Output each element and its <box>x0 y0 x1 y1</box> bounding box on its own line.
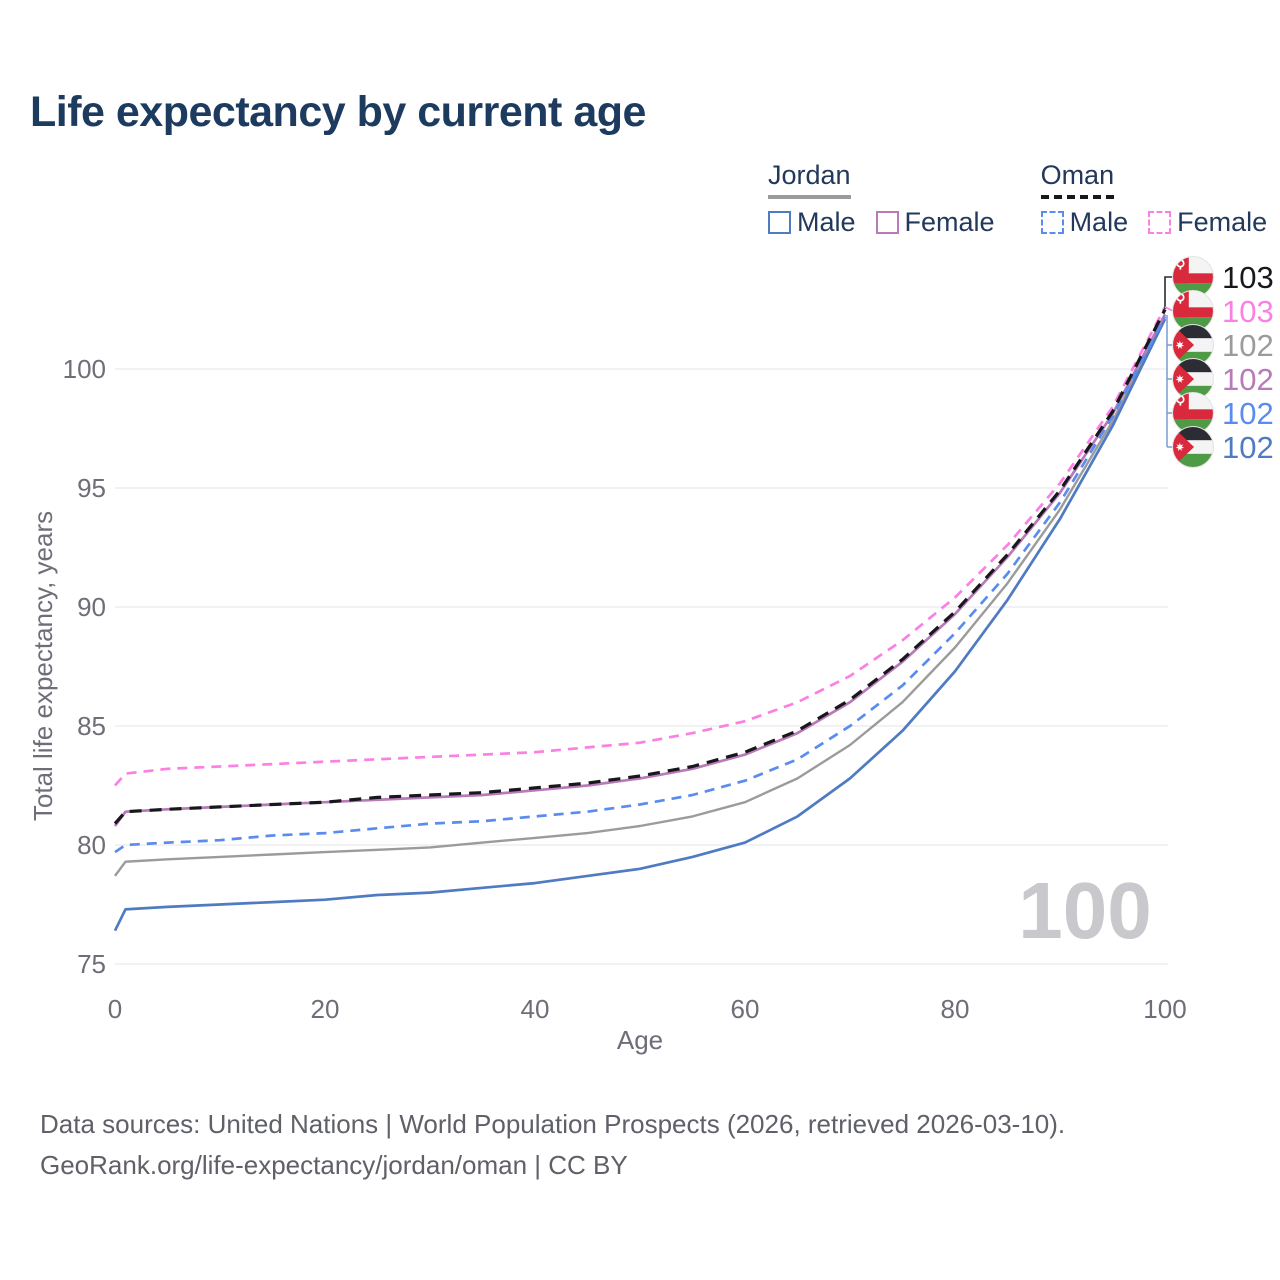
page-title: Life expectancy by current age <box>30 88 646 136</box>
end-label-row: 102 <box>1172 426 1274 468</box>
y-axis-ticks: 75 80 85 90 95 100 <box>63 354 106 979</box>
legend-item-label: Male <box>1069 207 1129 237</box>
y-tick-label: 100 <box>63 354 106 384</box>
jordan-flag-icon <box>1172 426 1214 468</box>
leader-lines <box>1164 276 1174 448</box>
legend-group-jordan: Jordan Male Female <box>768 160 995 238</box>
series-line-oman-female <box>113 306 1167 787</box>
end-label-row: 102 <box>1172 392 1274 434</box>
legend-item-jordan-male[interactable]: Male <box>768 207 856 238</box>
legend-item-jordan-female[interactable]: Female <box>875 207 995 238</box>
end-labels: 103 103 102 <box>1172 256 1274 468</box>
footer-sources: Data sources: United Nations | World Pop… <box>40 1109 1066 1139</box>
end-label-value: 102 <box>1222 429 1274 465</box>
end-label-row: 103 <box>1172 256 1274 298</box>
x-tick-label: 60 <box>731 994 760 1024</box>
x-axis-title: Age <box>617 1025 663 1055</box>
legend-country-jordan[interactable]: Jordan <box>768 160 851 199</box>
end-label-row: 102 <box>1172 324 1274 366</box>
jordan-male-swatch-icon <box>768 211 791 234</box>
end-label-row: 102 <box>1172 358 1274 400</box>
leader-line-pink <box>1164 306 1174 312</box>
leader-line-black <box>1164 276 1173 309</box>
legend-item-oman-female[interactable]: Female <box>1148 207 1267 238</box>
end-label-value: 102 <box>1222 327 1274 363</box>
legend-item-label: Female <box>1177 207 1268 237</box>
series-line-oman-all <box>113 308 1167 825</box>
leader-line-blue <box>1166 315 1173 448</box>
legend-row-oman: Male Female <box>1040 207 1267 238</box>
legend-item-label: Male <box>797 207 856 237</box>
end-label-value: 102 <box>1222 395 1274 431</box>
y-axis-title: Total life expectancy, years <box>28 511 58 821</box>
series-lines <box>113 306 1167 932</box>
x-axis-ticks: 0 20 40 60 80 100 <box>108 994 1187 1024</box>
legend: Jordan Male Female Oman Male <box>768 160 1267 238</box>
oman-male-swatch-icon <box>1040 211 1064 234</box>
jordan-flag-icon <box>1172 324 1214 366</box>
x-tick-label: 100 <box>1143 994 1186 1024</box>
legend-item-oman-male[interactable]: Male <box>1040 207 1129 238</box>
y-tick-label: 90 <box>77 592 106 622</box>
y-tick-label: 95 <box>77 473 106 503</box>
legend-country-oman[interactable]: Oman <box>1040 160 1115 199</box>
y-tick-label: 80 <box>77 830 106 860</box>
end-label-row: 103 <box>1172 290 1274 332</box>
jordan-female-swatch-icon <box>875 211 899 234</box>
oman-female-swatch-icon <box>1148 211 1172 234</box>
gridlines <box>115 368 1168 965</box>
y-tick-label: 85 <box>77 711 106 741</box>
end-label-value: 103 <box>1222 259 1274 295</box>
end-label-value: 102 <box>1222 361 1274 397</box>
series-line-jordan-female <box>113 313 1167 827</box>
x-tick-label: 20 <box>311 994 340 1024</box>
watermark-age: 100 <box>1018 866 1151 955</box>
x-tick-label: 80 <box>941 994 970 1024</box>
footer: Data sources: United Nations | World Pop… <box>40 1104 1065 1186</box>
legend-group-oman: Oman Male Female <box>1040 160 1267 238</box>
series-line-jordan-all <box>114 316 1167 877</box>
legend-row-jordan: Male Female <box>768 207 995 238</box>
x-tick-label: 40 <box>521 994 550 1024</box>
end-label-value: 103 <box>1222 293 1274 329</box>
x-tick-label: 0 <box>108 994 122 1024</box>
jordan-flag-icon <box>1172 358 1214 400</box>
legend-item-label: Female <box>904 207 995 237</box>
series-line-jordan-male <box>113 318 1167 932</box>
series-line-oman-male <box>114 315 1167 854</box>
footer-attribution: GeoRank.org/life-expectancy/jordan/oman … <box>40 1150 628 1180</box>
y-tick-label: 75 <box>77 949 106 979</box>
